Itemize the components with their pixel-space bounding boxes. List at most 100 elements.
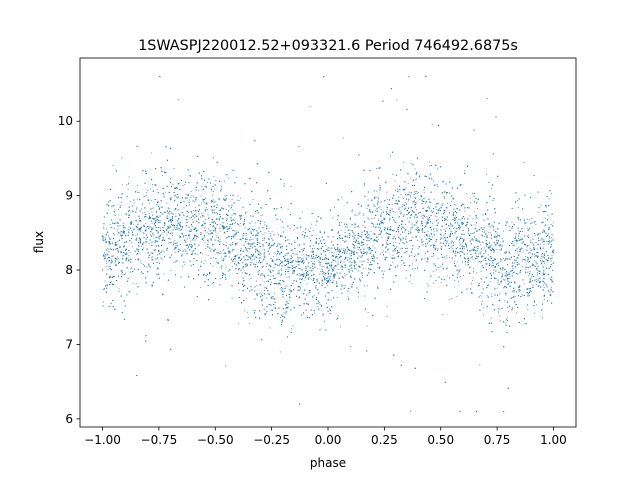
data-point xyxy=(303,273,305,275)
data-point xyxy=(481,230,483,232)
data-point xyxy=(372,255,374,256)
data-point xyxy=(138,192,140,193)
data-point xyxy=(497,243,499,245)
data-point xyxy=(450,223,451,225)
data-point xyxy=(240,218,241,220)
data-point xyxy=(507,281,509,282)
data-point xyxy=(527,295,528,297)
data-point xyxy=(263,239,265,241)
data-point xyxy=(405,277,407,279)
data-point xyxy=(481,301,483,302)
data-point xyxy=(151,211,153,213)
data-point xyxy=(418,229,420,231)
data-point xyxy=(406,209,408,211)
data-point xyxy=(361,275,363,276)
data-point xyxy=(488,262,490,264)
data-point xyxy=(219,250,221,252)
data-point xyxy=(386,316,388,317)
data-point xyxy=(363,295,365,297)
data-point xyxy=(318,260,320,262)
data-point xyxy=(420,221,422,223)
data-point xyxy=(339,235,341,237)
data-point xyxy=(507,307,509,308)
data-point xyxy=(305,257,307,259)
data-point xyxy=(456,237,458,239)
data-point xyxy=(516,243,518,245)
data-point xyxy=(415,202,417,204)
data-point xyxy=(400,213,401,215)
data-point xyxy=(255,249,257,251)
data-point xyxy=(386,198,388,200)
data-point xyxy=(540,258,542,259)
data-point xyxy=(488,232,490,234)
data-point xyxy=(386,191,388,193)
data-point xyxy=(126,260,128,262)
data-point xyxy=(543,244,545,245)
data-point xyxy=(380,223,382,225)
data-point xyxy=(339,326,341,328)
data-point xyxy=(328,250,330,251)
data-point xyxy=(303,237,305,239)
data-point xyxy=(536,244,538,246)
data-point xyxy=(496,242,498,244)
data-point xyxy=(346,274,348,275)
data-point xyxy=(190,196,192,198)
data-point xyxy=(133,269,135,271)
data-point xyxy=(372,245,374,247)
data-point xyxy=(269,264,271,266)
data-point xyxy=(550,244,552,245)
data-point xyxy=(548,233,549,235)
data-point xyxy=(541,264,543,266)
data-point xyxy=(281,246,283,248)
data-point xyxy=(244,309,246,311)
data-point xyxy=(292,269,294,271)
data-point xyxy=(477,241,479,243)
data-point xyxy=(228,253,230,254)
data-point xyxy=(102,238,104,240)
data-point xyxy=(446,240,448,242)
data-point xyxy=(310,227,312,229)
data-point xyxy=(169,219,171,221)
data-point xyxy=(196,198,197,200)
data-point xyxy=(523,323,525,325)
data-point xyxy=(289,299,291,301)
data-point xyxy=(220,186,222,188)
data-point xyxy=(178,99,180,101)
data-point xyxy=(407,194,408,196)
data-point xyxy=(136,198,138,200)
data-point xyxy=(343,272,345,274)
data-point xyxy=(546,206,547,208)
data-point xyxy=(158,245,160,247)
data-point xyxy=(197,254,199,256)
data-point xyxy=(404,252,406,254)
data-point xyxy=(188,211,190,213)
data-point xyxy=(231,297,233,299)
data-point xyxy=(114,227,116,229)
data-point xyxy=(284,255,286,257)
data-point xyxy=(500,259,502,261)
data-point xyxy=(204,202,206,204)
data-point xyxy=(298,264,300,266)
data-point xyxy=(395,241,397,243)
data-point xyxy=(427,231,429,233)
data-point xyxy=(169,226,171,228)
data-point xyxy=(442,237,444,239)
data-point xyxy=(195,238,197,240)
data-point xyxy=(118,290,120,292)
data-point xyxy=(417,239,418,241)
data-point xyxy=(192,196,194,198)
data-point xyxy=(395,189,396,191)
data-point xyxy=(503,230,504,232)
data-point xyxy=(394,180,396,182)
data-point xyxy=(280,260,282,262)
data-point xyxy=(264,281,266,283)
data-point xyxy=(142,202,144,204)
data-point xyxy=(445,191,447,193)
data-point xyxy=(180,244,181,245)
data-point xyxy=(433,231,435,233)
data-point xyxy=(479,364,481,366)
data-point xyxy=(158,222,160,224)
data-point xyxy=(534,256,536,258)
data-point xyxy=(279,244,281,246)
data-point xyxy=(263,221,265,223)
